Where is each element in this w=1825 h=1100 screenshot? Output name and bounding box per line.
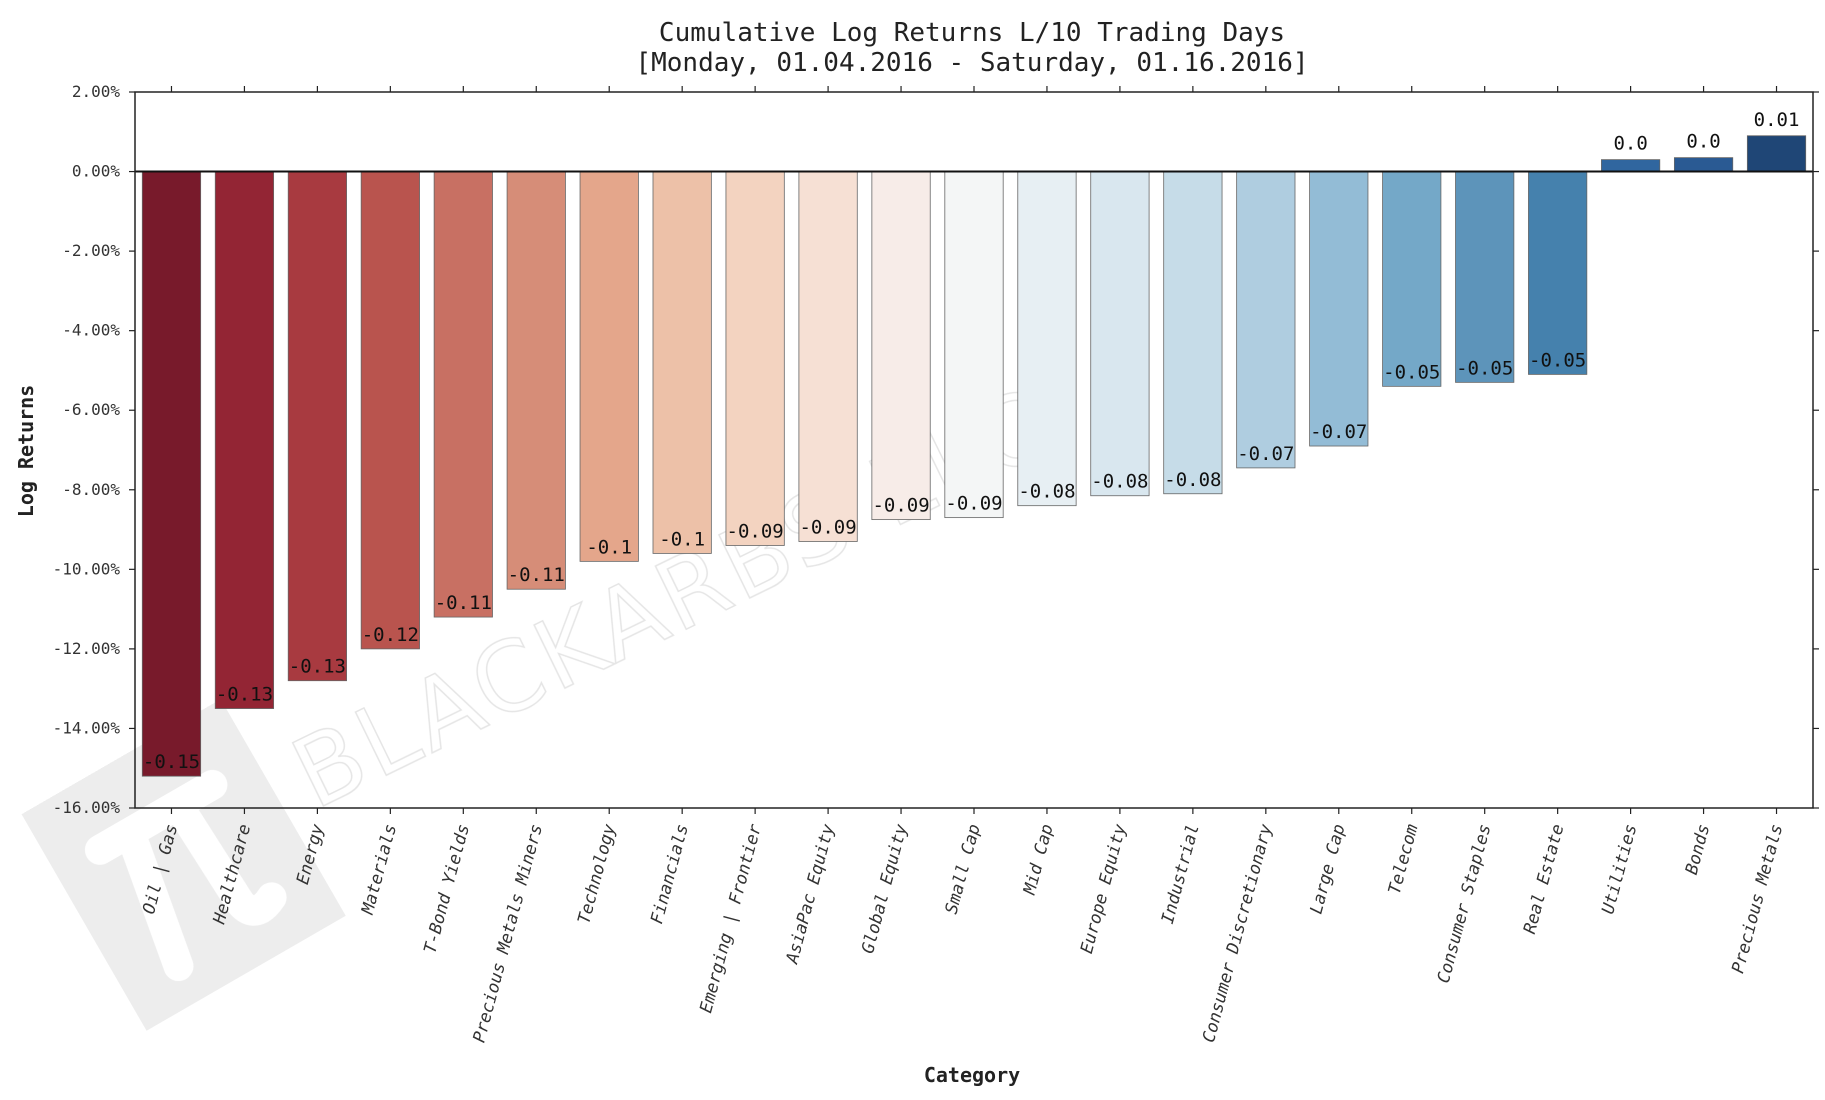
bar bbox=[1017, 171, 1077, 507]
data-label: -0.13 bbox=[289, 656, 346, 678]
x-tick-label: Precious Metals Miners bbox=[469, 822, 547, 1045]
bar bbox=[579, 171, 639, 562]
bar bbox=[1309, 171, 1369, 447]
x-tick-label: Industrial bbox=[1158, 822, 1204, 926]
data-label: -0.07 bbox=[1237, 443, 1294, 465]
chart-title: Cumulative Log Returns L/10 Trading Days bbox=[659, 18, 1285, 48]
y-tick-label: -4.00% bbox=[62, 321, 120, 340]
bars-group bbox=[141, 135, 1807, 777]
bar bbox=[141, 171, 202, 777]
data-label: -0.09 bbox=[945, 493, 1002, 515]
bar bbox=[287, 171, 347, 682]
bar bbox=[1382, 171, 1442, 387]
x-tick-label: Bonds bbox=[1682, 822, 1715, 877]
x-tick-label: Financials bbox=[647, 822, 693, 926]
x-tick-label: AsiaPac Equity bbox=[782, 821, 839, 966]
bar bbox=[506, 171, 566, 590]
x-tick-label: Consumer Discretionary bbox=[1199, 821, 1277, 1044]
y-tick-label: -6.00% bbox=[62, 400, 120, 419]
bar bbox=[1528, 171, 1588, 375]
bar bbox=[944, 171, 1004, 519]
y-axis-title: Log Returns bbox=[14, 385, 38, 517]
data-label: -0.05 bbox=[1383, 361, 1440, 383]
y-tick-label: -2.00% bbox=[62, 241, 120, 260]
y-tick-label: -12.00% bbox=[53, 639, 121, 658]
x-tick-label: Europe Equity bbox=[1077, 821, 1131, 955]
data-label: -0.11 bbox=[508, 564, 565, 586]
data-label: -0.12 bbox=[362, 624, 419, 646]
data-label: -0.09 bbox=[872, 495, 929, 517]
chart-subtitle: [Monday, 01.04.2016 - Saturday, 01.16.20… bbox=[635, 48, 1308, 78]
data-label: -0.11 bbox=[435, 592, 492, 614]
data-label: -0.08 bbox=[1018, 481, 1075, 503]
x-tick-label: Small Cap bbox=[942, 822, 985, 916]
x-tick-label: T-Bond Yields bbox=[420, 822, 474, 956]
data-label: -0.13 bbox=[216, 684, 273, 706]
x-tick-label: Consumer Staples bbox=[1434, 822, 1496, 985]
y-tick-label: -16.00% bbox=[53, 798, 121, 817]
bar bbox=[1236, 171, 1296, 469]
data-label: -0.15 bbox=[143, 751, 200, 773]
x-tick-label: Large Cap bbox=[1306, 822, 1349, 916]
data-label: 0.01 bbox=[1754, 109, 1800, 131]
bar bbox=[652, 171, 712, 554]
x-tick-label: Technology bbox=[574, 821, 620, 926]
data-label: -0.07 bbox=[1310, 421, 1367, 443]
data-label: -0.09 bbox=[727, 520, 784, 542]
data-label: -0.1 bbox=[659, 528, 705, 550]
bar bbox=[1163, 171, 1223, 495]
x-axis-title: Category bbox=[924, 1063, 1020, 1087]
bar bbox=[725, 171, 785, 546]
value-labels-group: -0.15 -0.13 -0.13 -0.12 -0.11 -0.11 -0.1 -0.1 -0… bbox=[143, 109, 1800, 773]
y-tick-label: 2.00% bbox=[72, 82, 121, 101]
y-tick-label: -10.00% bbox=[53, 559, 121, 578]
bar bbox=[1090, 171, 1150, 497]
data-label: -0.08 bbox=[1091, 471, 1148, 493]
bar bbox=[1673, 157, 1734, 172]
y-axis: 2.00% 0.00% -2.00% -4.00% -6.00% -8.00% -10.00… bbox=[53, 82, 1819, 817]
bar bbox=[1601, 159, 1661, 172]
data-label: -0.1 bbox=[586, 536, 632, 558]
y-tick-label: -14.00% bbox=[53, 718, 121, 737]
data-label: 0.0 bbox=[1613, 133, 1647, 155]
data-label: -0.05 bbox=[1456, 357, 1513, 379]
bar bbox=[214, 171, 275, 709]
data-label: 0.0 bbox=[1686, 131, 1720, 153]
x-tick-label: Global Equity bbox=[858, 821, 912, 955]
x-tick-label: Utilities bbox=[1598, 822, 1641, 916]
x-tick-label: Precious Metals bbox=[1728, 822, 1787, 975]
bar bbox=[1746, 135, 1807, 172]
x-tick-label: Emerging | Frontier bbox=[696, 821, 766, 1015]
bar bbox=[433, 171, 493, 618]
x-tick-label: Telecom bbox=[1385, 822, 1423, 896]
data-label: -0.05 bbox=[1529, 349, 1586, 371]
x-tick-label: Real Estate bbox=[1520, 822, 1568, 936]
bar bbox=[871, 171, 931, 521]
bar bbox=[798, 171, 858, 542]
bar bbox=[1455, 171, 1515, 383]
y-tick-label: -8.00% bbox=[62, 480, 120, 499]
x-tick-label: Materials bbox=[358, 822, 401, 917]
data-label: -0.08 bbox=[1164, 469, 1221, 491]
y-tick-label: 0.00% bbox=[72, 162, 121, 181]
bar bbox=[360, 171, 420, 650]
x-tick-label: Mid Cap bbox=[1020, 822, 1058, 897]
data-label: -0.09 bbox=[799, 516, 856, 538]
